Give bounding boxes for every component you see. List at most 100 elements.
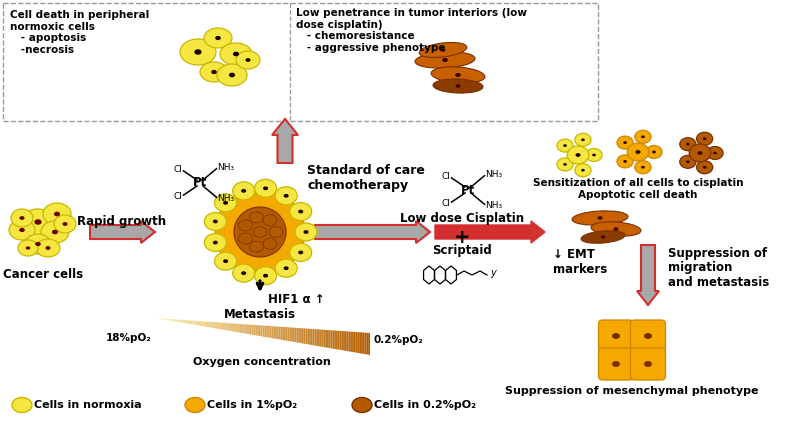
Polygon shape: [239, 324, 241, 333]
Polygon shape: [173, 319, 175, 322]
Ellipse shape: [352, 398, 372, 412]
Ellipse shape: [635, 161, 651, 174]
Ellipse shape: [592, 154, 596, 157]
Ellipse shape: [36, 242, 41, 246]
Ellipse shape: [195, 49, 202, 55]
Polygon shape: [284, 327, 286, 341]
Ellipse shape: [581, 169, 585, 172]
FancyBboxPatch shape: [599, 348, 634, 380]
Ellipse shape: [575, 133, 591, 146]
Ellipse shape: [200, 62, 228, 82]
Ellipse shape: [214, 194, 237, 212]
Ellipse shape: [686, 160, 690, 163]
Polygon shape: [255, 325, 257, 335]
Polygon shape: [297, 328, 298, 343]
Ellipse shape: [557, 158, 573, 171]
Ellipse shape: [697, 161, 713, 174]
Polygon shape: [339, 331, 342, 350]
Ellipse shape: [241, 271, 246, 275]
Ellipse shape: [567, 146, 589, 164]
Polygon shape: [331, 330, 332, 349]
Polygon shape: [246, 325, 248, 334]
Polygon shape: [312, 329, 315, 346]
Text: y: y: [490, 268, 496, 278]
Polygon shape: [325, 330, 327, 348]
Ellipse shape: [180, 39, 216, 65]
Polygon shape: [221, 323, 223, 330]
Ellipse shape: [255, 179, 277, 197]
Polygon shape: [176, 319, 178, 322]
Polygon shape: [356, 332, 358, 353]
Polygon shape: [178, 319, 180, 322]
Polygon shape: [266, 326, 268, 338]
Polygon shape: [363, 333, 365, 354]
Polygon shape: [338, 331, 339, 350]
Polygon shape: [327, 330, 329, 348]
Polygon shape: [210, 322, 212, 328]
Polygon shape: [302, 328, 304, 344]
Ellipse shape: [54, 212, 60, 216]
FancyArrow shape: [315, 221, 430, 243]
Ellipse shape: [255, 267, 277, 285]
Polygon shape: [366, 333, 368, 355]
Text: Cl: Cl: [442, 172, 451, 181]
Polygon shape: [320, 330, 322, 347]
Ellipse shape: [233, 182, 255, 200]
Polygon shape: [200, 321, 202, 326]
Polygon shape: [232, 323, 234, 332]
Ellipse shape: [21, 209, 55, 235]
Polygon shape: [243, 324, 244, 333]
Polygon shape: [268, 326, 270, 338]
Ellipse shape: [581, 138, 585, 141]
Ellipse shape: [433, 79, 483, 93]
Ellipse shape: [239, 220, 252, 231]
Ellipse shape: [304, 230, 308, 234]
Polygon shape: [368, 333, 370, 355]
Ellipse shape: [557, 139, 573, 152]
Ellipse shape: [275, 259, 297, 277]
Polygon shape: [171, 319, 173, 321]
Ellipse shape: [644, 361, 652, 367]
Ellipse shape: [34, 219, 42, 225]
Ellipse shape: [627, 143, 649, 161]
Polygon shape: [230, 323, 232, 331]
Text: Rapid growth: Rapid growth: [78, 215, 167, 228]
Ellipse shape: [220, 43, 252, 65]
Polygon shape: [273, 326, 275, 339]
Polygon shape: [257, 325, 259, 336]
Ellipse shape: [290, 243, 312, 262]
Text: Cells in normoxia: Cells in normoxia: [34, 400, 142, 410]
Polygon shape: [324, 330, 325, 347]
Polygon shape: [236, 324, 237, 332]
Ellipse shape: [54, 215, 76, 233]
Ellipse shape: [563, 144, 567, 147]
Ellipse shape: [215, 189, 305, 275]
Polygon shape: [225, 323, 227, 330]
Text: Cl: Cl: [174, 192, 183, 201]
Ellipse shape: [249, 212, 263, 223]
Polygon shape: [318, 330, 320, 346]
Ellipse shape: [617, 155, 633, 168]
Polygon shape: [365, 333, 366, 354]
Polygon shape: [198, 321, 200, 326]
Polygon shape: [290, 327, 291, 341]
Ellipse shape: [295, 223, 317, 241]
Ellipse shape: [233, 264, 255, 282]
Ellipse shape: [703, 138, 706, 140]
FancyArrow shape: [272, 119, 298, 163]
Ellipse shape: [204, 233, 226, 252]
FancyBboxPatch shape: [599, 320, 634, 352]
Ellipse shape: [707, 146, 723, 160]
Polygon shape: [161, 318, 162, 319]
Polygon shape: [166, 319, 168, 320]
Text: NH₃: NH₃: [485, 201, 502, 210]
Ellipse shape: [253, 227, 267, 238]
Ellipse shape: [284, 266, 289, 270]
Ellipse shape: [698, 151, 702, 155]
Polygon shape: [189, 320, 191, 324]
Polygon shape: [250, 325, 252, 335]
Polygon shape: [352, 332, 354, 352]
Polygon shape: [291, 327, 293, 342]
Ellipse shape: [586, 149, 602, 162]
Polygon shape: [205, 322, 207, 327]
